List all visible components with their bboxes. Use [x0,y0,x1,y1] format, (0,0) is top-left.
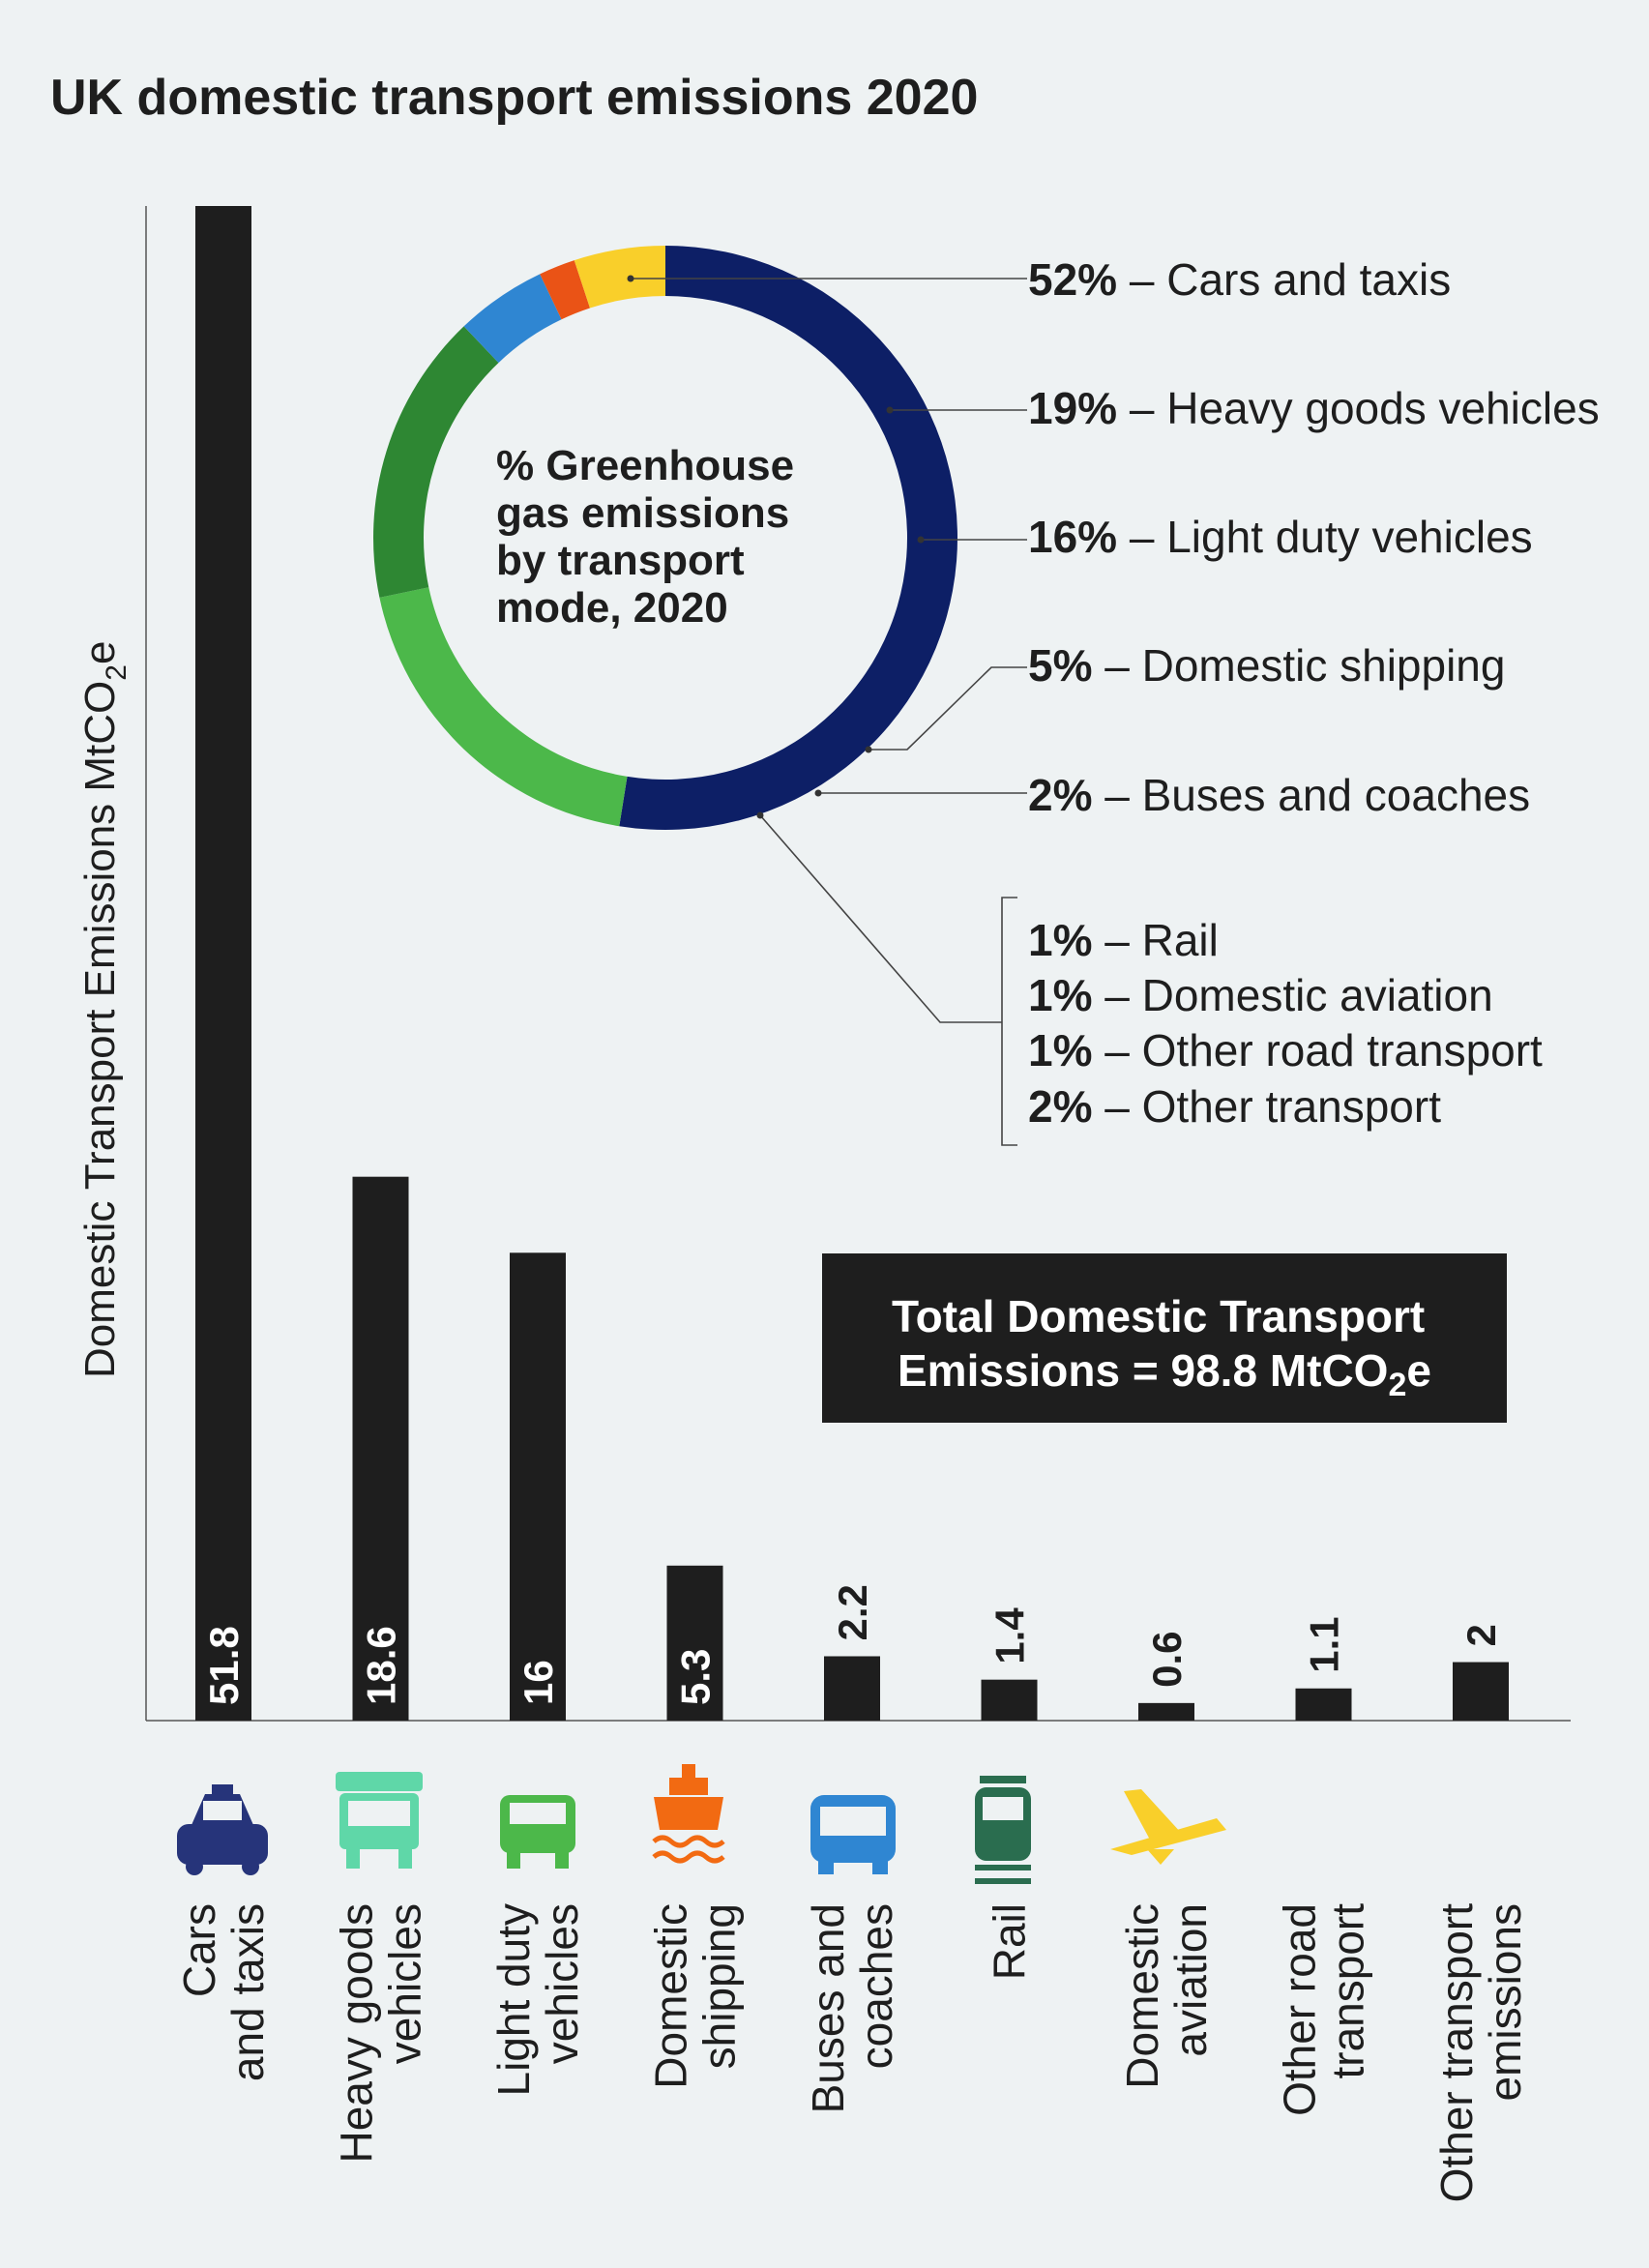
category-label: Buses and [803,1903,853,2113]
legend-item: 2% – Buses and coaches [1028,770,1530,820]
car-icon [177,1784,268,1875]
bar [981,1679,1038,1721]
category-label: vehicles [380,1903,430,2064]
ship-icon [652,1764,725,1864]
legend-group-item: 1% – Domestic aviation [1028,970,1493,1020]
legend-group-item: 1% – Rail [1028,915,1219,965]
category-label: and taxis [222,1903,273,2081]
bar [1138,1702,1194,1721]
bar-value-label: 2.2 [830,1584,875,1640]
donut-slice [619,246,957,830]
y-axis-label: Domestic Transport Emissions MtCO2e [76,641,133,1378]
bar-value-label: 2 [1458,1624,1504,1646]
donut-legend: 52% – Cars and taxis 19% – Heavy goods ve… [1028,254,1600,1132]
bar-group: 51.8 18.6 16 5.3 2.2 1.4 0.6 1.1 2 [195,206,1509,1721]
bar-value-label: 5.3 [673,1649,719,1705]
bar-value-label: 0.6 [1144,1631,1190,1687]
category-label: Rail [985,1903,1035,1980]
legend-group-item: 1% – Other road transport [1028,1025,1543,1075]
bar [824,1656,880,1721]
donut-chart [373,246,957,830]
bar-value-label: 1.4 [987,1607,1033,1664]
category-label: transport [1323,1903,1373,2079]
total-box-text: Total Domestic Transport Emissions = 98.… [892,1291,1437,1403]
category-label: Light duty [488,1903,539,2096]
chart-title: UK domestic transport emissions 2020 [50,70,978,126]
category-label: vehicles [537,1903,587,2064]
donut-slice [373,326,499,598]
bar [352,1176,409,1721]
donut-slice [379,587,628,827]
donut-slice [574,246,665,309]
van-icon [500,1795,575,1869]
category-label: coaches [851,1903,901,2069]
bar [1453,1662,1509,1721]
bar-value-label: 1.1 [1302,1616,1347,1672]
category-label: Other road [1275,1903,1325,2116]
category-label: shipping [694,1903,745,2069]
legend-group-item: 2% – Other transport [1028,1081,1441,1132]
legend-item: 52% – Cars and taxis [1028,254,1451,305]
category-label: aviation [1165,1903,1216,2057]
bar [195,206,251,1721]
category-label: Cars [174,1903,224,1997]
legend-item: 19% – Heavy goods vehicles [1028,383,1600,433]
legend-item: 5% – Domestic shipping [1028,640,1505,691]
category-label: Domestic [1117,1903,1167,2089]
bus-icon [810,1795,896,1874]
donut-center-title: % Greenhouse gas emissions by transport … [496,442,806,632]
category-label: Heavy goods [332,1903,382,2164]
train-icon [975,1776,1031,1884]
category-label: emissions [1480,1903,1530,2102]
donut-slice [463,274,562,364]
bar-value-label: 51.8 [201,1626,247,1705]
total-box [822,1253,1507,1423]
category-label: Domestic [646,1903,696,2089]
bar-value-label: 18.6 [359,1626,404,1705]
donut-slice [540,260,590,320]
legend-item: 16% – Light duty vehicles [1028,512,1533,562]
plane-icon [1110,1789,1226,1865]
bar [1295,1688,1352,1721]
donut-leader-lines [631,278,1027,1146]
donut-leader-dots [627,275,925,819]
bar [510,1252,566,1721]
truck-icon [336,1772,423,1869]
bar [666,1565,723,1721]
category-label: Other transport [1431,1903,1482,2203]
bar-value-label: 16 [515,1660,561,1705]
